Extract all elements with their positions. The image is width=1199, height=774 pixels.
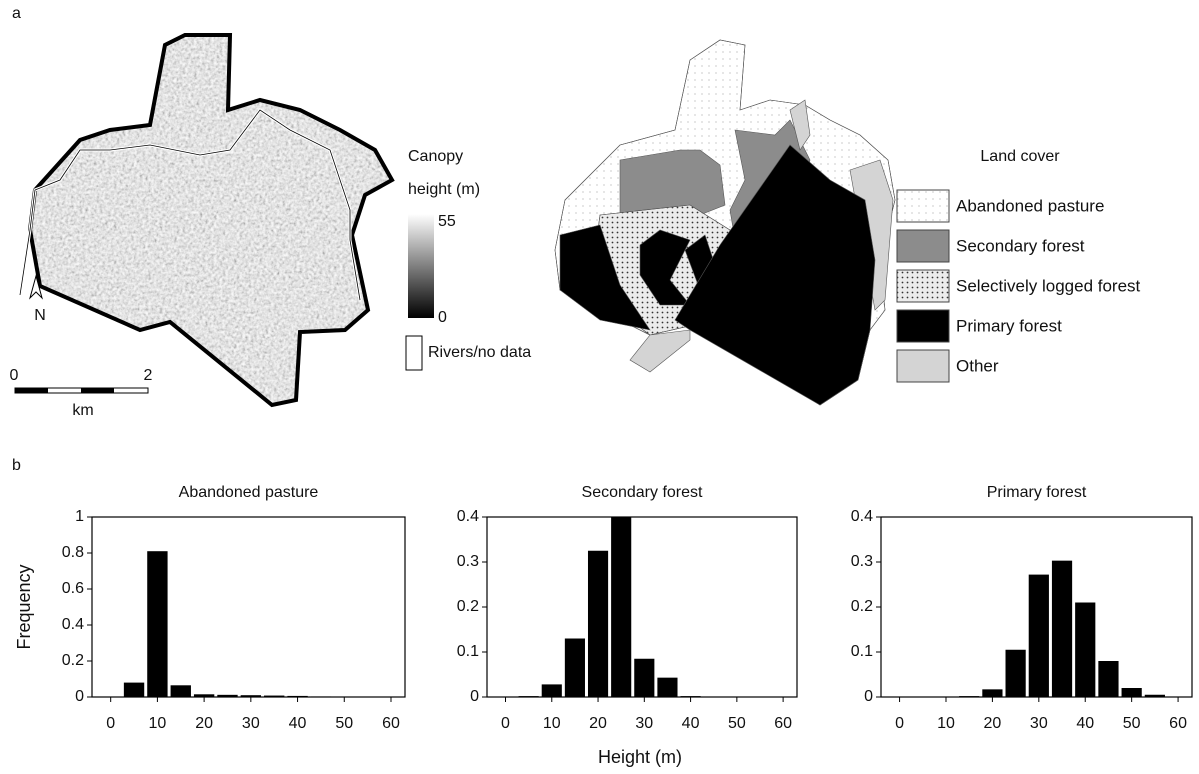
- bar: [1006, 650, 1026, 697]
- y-tick-label: 1: [75, 508, 84, 525]
- x-tick-label: 60: [382, 715, 400, 732]
- figure: a b N 0 2 km Canopy height (m) 55 0 Rive…: [0, 0, 1199, 769]
- bar: [657, 678, 677, 697]
- y-tick-label: 0.4: [851, 508, 873, 525]
- land-cover-map: [555, 40, 895, 405]
- x-tick-label: 20: [984, 715, 1002, 732]
- legend-swatch-texture: [897, 270, 949, 302]
- rivers-label: Rivers/no data: [428, 344, 531, 361]
- y-tick-label: 0.4: [62, 616, 84, 633]
- x-tick-label: 0: [106, 715, 115, 732]
- x-axis-label: Height (m): [598, 747, 682, 767]
- x-tick-label: 60: [774, 715, 792, 732]
- bar: [982, 689, 1002, 697]
- y-tick-label: 0.1: [851, 643, 873, 660]
- land-cover-legend: Abandoned pasture Secondary forest Selecti…: [897, 190, 1141, 382]
- x-tick-label: 10: [149, 715, 167, 732]
- legend-swatch: [897, 350, 949, 382]
- legend-label: Secondary forest: [956, 236, 1085, 255]
- legend-label: Selectively logged forest: [956, 276, 1141, 295]
- colorbar-title: Canopy: [408, 148, 463, 165]
- y-axis-label: Frequency: [14, 564, 34, 649]
- legend-title: Land cover: [980, 148, 1060, 165]
- scale-unit: km: [72, 402, 93, 419]
- scale-label: 2: [144, 367, 153, 384]
- y-tick-label: 0.4: [457, 508, 479, 525]
- bar: [588, 551, 608, 697]
- x-tick-label: 30: [635, 715, 653, 732]
- legend-swatch: [897, 310, 949, 342]
- y-tick-label: 0.2: [62, 652, 84, 669]
- panel-label: a: [12, 5, 21, 22]
- bar: [171, 685, 191, 697]
- y-tick-label: 0.2: [851, 598, 873, 615]
- y-tick-label: 0.1: [457, 643, 479, 660]
- bar: [565, 639, 585, 698]
- legend-swatch-texture: [897, 190, 949, 222]
- y-tick-label: 0.3: [851, 553, 873, 570]
- y-tick-label: 0.8: [62, 544, 84, 561]
- x-tick-label: 50: [335, 715, 353, 732]
- canopy-map: N 0 2 km Canopy height (m) 55 0 Rivers/n…: [10, 35, 532, 419]
- x-tick-label: 30: [1030, 715, 1048, 732]
- x-tick-label: 40: [682, 715, 700, 732]
- bar: [1122, 688, 1142, 697]
- plot-frame: [92, 517, 405, 697]
- x-tick-label: 0: [501, 715, 510, 732]
- bar: [611, 517, 631, 697]
- x-tick-label: 10: [543, 715, 561, 732]
- x-tick-label: 10: [937, 715, 955, 732]
- y-tick-label: 0.2: [457, 598, 479, 615]
- colorbar: [408, 214, 434, 318]
- x-tick-label: 40: [289, 715, 307, 732]
- chart-title: Secondary forest: [582, 484, 704, 501]
- y-tick-label: 0: [470, 688, 479, 705]
- chart-title: Abandoned pasture: [179, 484, 319, 501]
- panel-label: b: [12, 457, 21, 474]
- colorbar-tick: 55: [438, 213, 456, 230]
- x-tick-label: 60: [1169, 715, 1187, 732]
- x-tick-label: 50: [1123, 715, 1141, 732]
- colorbar-title: height (m): [408, 181, 480, 198]
- bar: [147, 551, 167, 697]
- legend-label: Primary forest: [956, 316, 1062, 335]
- y-tick-label: 0.6: [62, 580, 84, 597]
- bar: [634, 659, 654, 697]
- x-tick-label: 20: [195, 715, 213, 732]
- x-tick-label: 50: [728, 715, 746, 732]
- bar: [1098, 661, 1118, 697]
- bar: [1052, 561, 1072, 697]
- legend-label: Other: [956, 356, 999, 375]
- x-tick-label: 20: [589, 715, 607, 732]
- x-tick-label: 0: [895, 715, 904, 732]
- x-tick-label: 40: [1076, 715, 1094, 732]
- bar: [1075, 603, 1095, 698]
- bar: [124, 683, 144, 697]
- legend-swatch: [897, 230, 949, 262]
- y-tick-label: 0.3: [457, 553, 479, 570]
- colorbar-tick: 0: [438, 309, 447, 326]
- y-tick-label: 0: [864, 688, 873, 705]
- chart-title: Primary forest: [987, 484, 1087, 501]
- north-label: N: [34, 307, 46, 324]
- y-tick-label: 0: [75, 688, 84, 705]
- x-tick-label: 30: [242, 715, 260, 732]
- scale-label: 0: [10, 367, 19, 384]
- legend-label: Abandoned pasture: [956, 196, 1104, 215]
- rivers-swatch: [406, 336, 422, 370]
- bar: [1029, 575, 1049, 697]
- bar: [542, 684, 562, 697]
